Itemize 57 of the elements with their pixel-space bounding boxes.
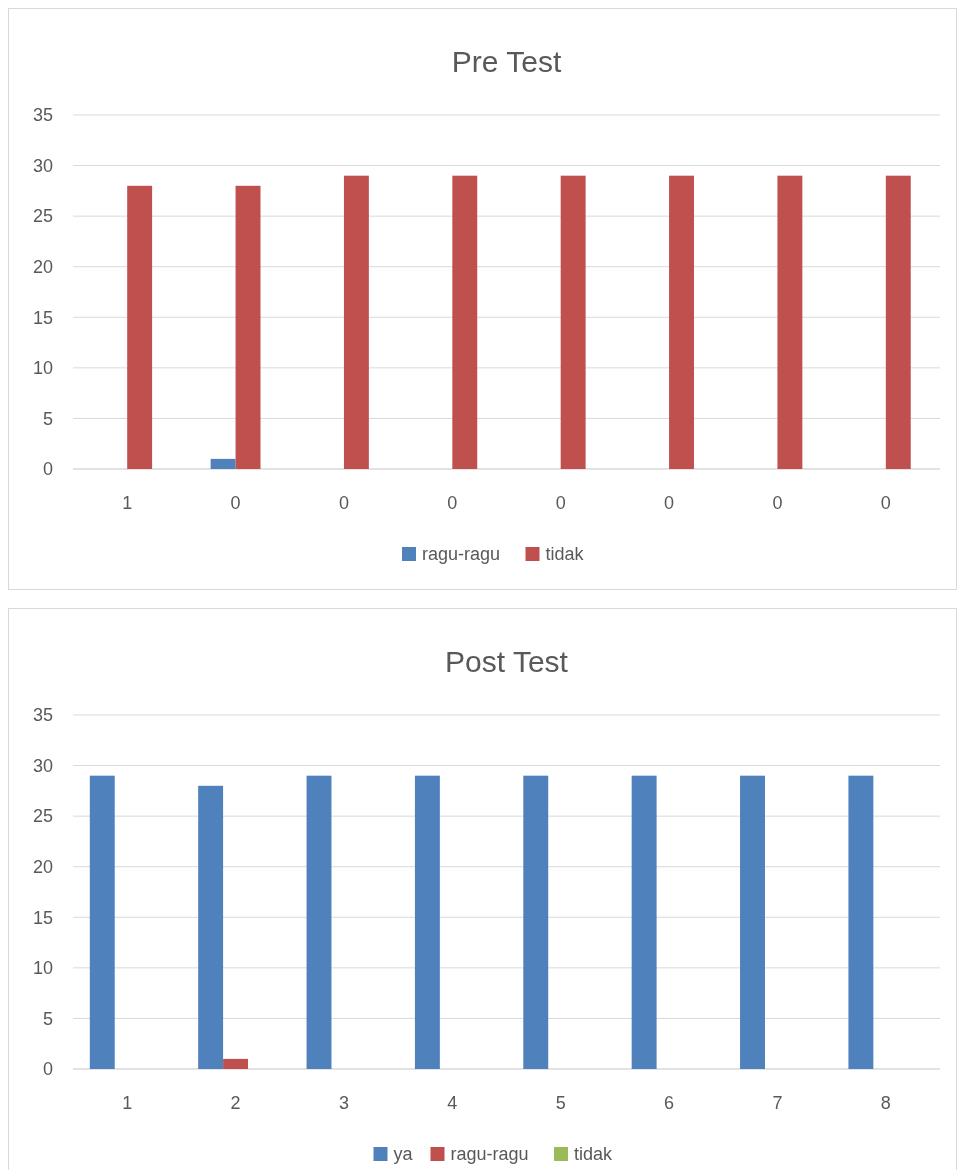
x-tick-label: 3 [338, 1093, 349, 1113]
bar [89, 775, 115, 1069]
y-tick-label: 0 [42, 459, 53, 480]
y-tick-label: 25 [32, 206, 53, 227]
x-tick-label: 7 [772, 1093, 783, 1113]
chart-title: Post Test [445, 645, 569, 678]
bar [560, 175, 586, 469]
bar [523, 775, 549, 1069]
bar [414, 775, 440, 1069]
bar [235, 185, 261, 469]
legend-label: ya [393, 1144, 414, 1165]
x-tick-label: 0 [664, 493, 675, 513]
bar [210, 458, 236, 469]
x-tick-label: 0 [447, 493, 458, 513]
x-tick-label: 6 [664, 1093, 675, 1113]
x-tick-label: 1 [122, 493, 133, 513]
x-tick-label: 8 [880, 1093, 891, 1113]
y-tick-label: 0 [42, 1059, 53, 1080]
bar [740, 775, 765, 1069]
bar [777, 175, 803, 469]
bar [452, 175, 478, 469]
bar [127, 185, 153, 469]
y-tick-label: 35 [32, 105, 53, 126]
y-tick-label: 5 [42, 408, 53, 429]
y-tick-label: 25 [32, 806, 53, 827]
bar [343, 175, 369, 469]
x-tick-label: 5 [555, 1093, 566, 1113]
y-tick-label: 5 [42, 1008, 53, 1029]
bar [198, 785, 224, 1069]
bar [306, 775, 332, 1069]
x-tick-label: 1 [122, 1093, 133, 1113]
y-tick-label: 35 [32, 705, 53, 726]
bar [885, 175, 911, 469]
x-tick-label: 0 [555, 493, 566, 513]
legend-label: ragu-ragu [422, 544, 501, 565]
y-tick-label: 20 [32, 257, 53, 278]
y-tick-label: 30 [32, 155, 53, 176]
x-tick-label: 0 [880, 493, 891, 513]
bar [631, 775, 657, 1069]
bar [223, 1058, 249, 1069]
bar [848, 775, 874, 1069]
x-tick-label: 4 [447, 1093, 458, 1113]
legend-label: tidak [545, 544, 585, 565]
y-tick-label: 30 [32, 755, 53, 776]
bar [669, 175, 694, 469]
y-tick-label: 15 [32, 907, 53, 928]
x-tick-label: 0 [772, 493, 783, 513]
y-tick-label: 15 [32, 307, 53, 328]
y-tick-label: 20 [32, 857, 53, 878]
legend-label: tidak [574, 1144, 614, 1165]
y-tick-label: 10 [32, 358, 53, 379]
y-tick-label: 10 [32, 958, 53, 979]
legend-label: ragu-ragu [450, 1144, 529, 1165]
x-tick-label: 0 [230, 493, 241, 513]
x-tick-label: 2 [230, 1093, 241, 1113]
chart-title: Pre Test [451, 45, 562, 78]
x-tick-label: 0 [338, 493, 349, 513]
